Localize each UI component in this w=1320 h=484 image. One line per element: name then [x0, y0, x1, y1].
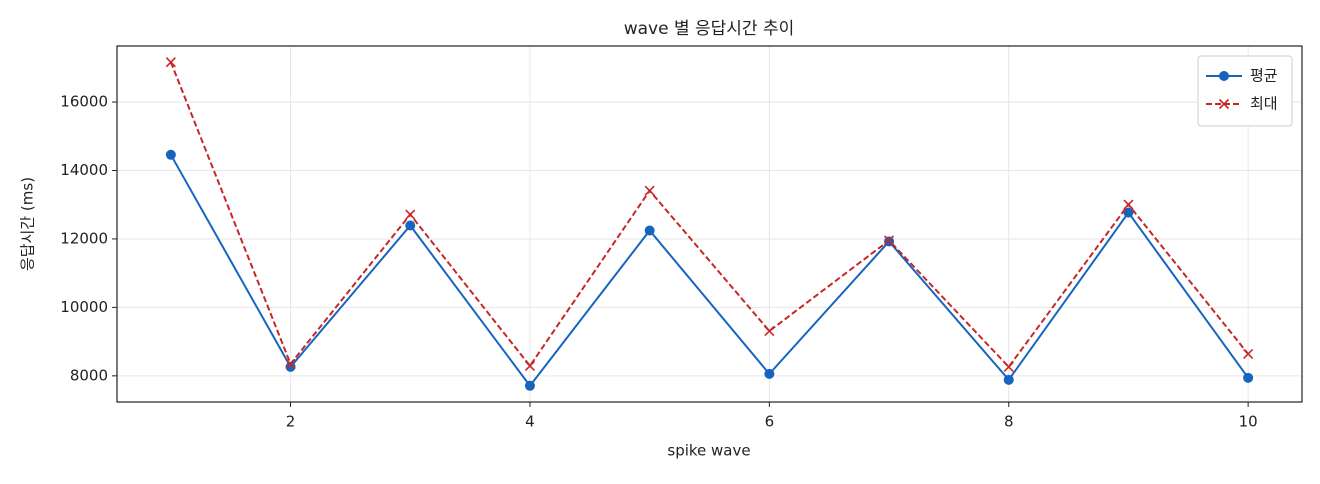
marker	[1003, 374, 1014, 385]
marker	[1243, 348, 1254, 360]
y-tick-label: 16000	[60, 93, 108, 111]
y-tick-label: 14000	[60, 161, 108, 179]
marker	[1003, 361, 1014, 372]
series-line	[169, 154, 1249, 388]
legend-box	[1197, 55, 1293, 127]
x-tick-label: 8	[1004, 413, 1014, 431]
marker	[883, 235, 895, 246]
x-tick-label: 2	[286, 413, 296, 431]
legend-marker	[1219, 71, 1229, 81]
plot-frame	[116, 45, 1303, 403]
legend-label: 평균	[1250, 67, 1278, 85]
marker	[1123, 207, 1134, 218]
y-tick-label: 10000	[60, 298, 108, 316]
marker	[524, 360, 536, 371]
x-tick-label: 6	[765, 413, 775, 431]
marker	[644, 225, 655, 236]
series-line	[169, 61, 1249, 369]
marker	[165, 149, 176, 160]
marker	[764, 325, 775, 337]
marker	[644, 185, 655, 196]
legend-marker	[1218, 98, 1230, 110]
marker	[764, 368, 775, 379]
x-tick-label: 4	[525, 413, 535, 431]
x-tick-label: 10	[1239, 413, 1258, 431]
x-axis-label: spike wave	[667, 442, 750, 460]
marker	[405, 220, 416, 231]
marker	[165, 57, 176, 68]
marker	[1243, 372, 1254, 383]
marker	[405, 209, 416, 220]
marker	[1123, 199, 1134, 210]
marker	[524, 380, 535, 391]
y-axis-label: 응답시간 (ms)	[19, 177, 37, 271]
legend-label: 최대	[1250, 95, 1278, 113]
y-tick-label: 12000	[60, 229, 108, 247]
y-tick-label: 8000	[70, 366, 108, 384]
chart-title: wave 별 응답시간 추이	[624, 19, 795, 39]
marker	[285, 358, 296, 369]
marker	[285, 361, 296, 372]
